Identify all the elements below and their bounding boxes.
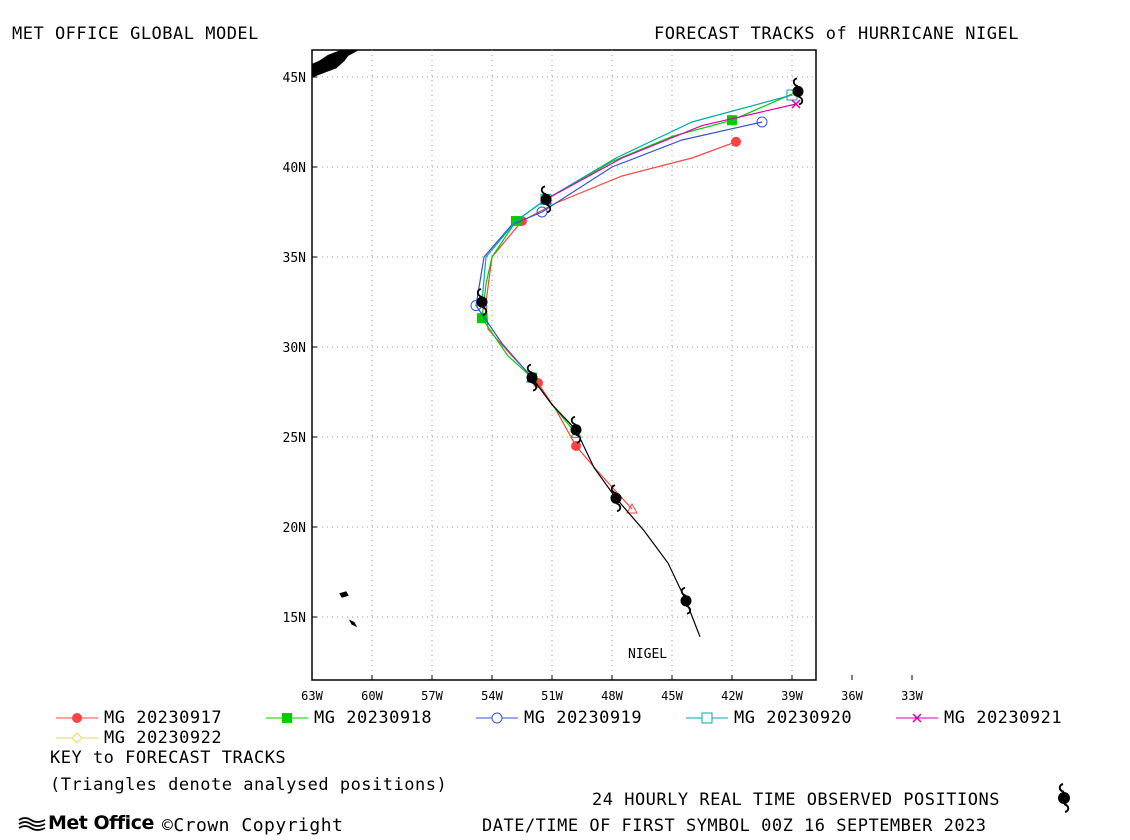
hurricane-eye <box>680 595 692 607</box>
lon-tick-label: 33W <box>901 689 923 703</box>
coastline <box>312 50 359 628</box>
legend-label: MG 20230922 <box>104 728 223 748</box>
hurricane-arm <box>685 604 692 615</box>
hurricane-icon <box>570 415 582 444</box>
legend-label: MG 20230920 <box>734 708 853 728</box>
hurricane-arm <box>545 203 552 214</box>
land-mass <box>339 591 349 598</box>
observed-positions-note: 24 HOURLY REAL TIME OBSERVED POSITIONS <box>592 790 1000 810</box>
analysed-position-triangle <box>626 502 638 514</box>
lon-tick-label: 60W <box>361 689 383 703</box>
storm-label: NIGEL <box>628 647 667 662</box>
legend-item-20230920: MG 20230920 <box>686 708 852 728</box>
lat-tick-label: 40N <box>283 161 306 176</box>
legend-marker-magenta-x <box>896 713 938 723</box>
lon-tick-label: 57W <box>421 689 443 703</box>
met-office-wave-icon <box>18 816 46 831</box>
lon-tick-label: 39W <box>781 689 803 703</box>
hurricane-icon <box>610 484 622 513</box>
met-office-logo: Met Office <box>18 812 154 834</box>
hurricane-eye <box>610 492 622 504</box>
forecast-marker <box>731 136 741 147</box>
legend-item-20230918: MG 20230918 <box>266 708 432 728</box>
hurricane-arm <box>531 381 538 392</box>
hurricane-eye <box>540 193 552 205</box>
forecast-marker <box>791 99 801 109</box>
hurricane-arm <box>792 77 799 88</box>
lat-tick-label: 30N <box>283 341 306 356</box>
legend-marker-cyan-square <box>686 712 728 724</box>
lat-lon-grid <box>312 50 816 680</box>
lat-tick-label: 20N <box>283 521 306 536</box>
map-frame <box>311 49 817 681</box>
hurricane-arm <box>570 415 577 426</box>
hurricane-arm <box>615 502 622 513</box>
forecast-marker <box>756 116 768 128</box>
hurricane-symbol-icon <box>1058 783 1070 813</box>
legend-item-20230922: MG 20230922 <box>56 728 222 748</box>
legend-label: MG 20230917 <box>104 708 223 728</box>
hurricane-icon <box>476 288 488 316</box>
crown-copyright: ©Crown Copyright <box>162 815 344 836</box>
brand-name: Met Office <box>48 812 154 834</box>
hurricane-arm <box>481 306 488 316</box>
lon-tick-label: 45W <box>661 689 683 703</box>
observed-track <box>476 77 804 638</box>
hurricane-eye <box>792 85 804 97</box>
hurricane-arm <box>610 484 617 495</box>
legend-item-20230917: MG 20230917 <box>56 708 222 728</box>
legend-item-20230919: MG 20230919 <box>476 708 642 728</box>
hurricane-icon <box>526 363 538 392</box>
lat-tick-label: 35N <box>283 251 306 266</box>
hurricane-eye <box>476 296 488 308</box>
lon-tick-label: 36W <box>841 689 863 703</box>
legend-label: MG 20230918 <box>314 708 433 728</box>
lat-tick-label: 45N <box>283 71 306 86</box>
lon-tick-label: 63W <box>301 689 323 703</box>
right-title: FORECAST TRACKS of HURRICANE NIGEL <box>654 24 1019 44</box>
forecast-track-line <box>475 121 763 378</box>
legend-label: MG 20230921 <box>944 708 1063 728</box>
land-mass <box>312 50 359 78</box>
lon-tick-label: 54W <box>481 689 503 703</box>
lon-tick-label: 48W <box>601 689 623 703</box>
hurricane-arm <box>526 363 533 374</box>
hurricane-arm <box>680 586 687 597</box>
forecast-track-line <box>545 103 797 200</box>
hurricane-eye <box>526 372 538 384</box>
hurricane-arm <box>575 433 582 444</box>
lon-tick-label: 51W <box>541 689 563 703</box>
hurricane-icon <box>792 77 804 106</box>
legend-label: MG 20230919 <box>524 708 643 728</box>
legend-marker-red-circle <box>56 713 98 723</box>
first-symbol-datetime: DATE/TIME OF FIRST SYMBOL 00Z 16 SEPTEMB… <box>482 816 987 836</box>
hurricane-arm <box>476 288 483 298</box>
hurricane-icon <box>540 185 552 214</box>
key-note: (Triangles denote analysed positions) <box>50 775 448 795</box>
hurricane-icon <box>680 586 692 615</box>
lat-tick-label: 15N <box>283 611 306 626</box>
hurricane-eye <box>570 424 582 436</box>
forecast-marker <box>571 441 581 451</box>
legend-marker-green-square <box>266 713 308 723</box>
legend-marker-yellow-diamond <box>56 732 98 744</box>
legend-item-20230921: MG 20230921 <box>896 708 1062 728</box>
legend-marker-blue-circle <box>476 712 518 724</box>
lat-tick-label: 25N <box>283 431 306 446</box>
key-title: KEY to FORECAST TRACKS <box>50 748 287 768</box>
left-title: MET OFFICE GLOBAL MODEL <box>12 24 259 44</box>
forecast-marker <box>727 115 737 126</box>
hurricane-arm <box>540 185 547 196</box>
land-mass <box>348 619 358 628</box>
lon-tick-label: 42W <box>721 689 743 703</box>
hurricane-arm <box>797 95 804 106</box>
forecast-marker <box>477 313 487 324</box>
axis-labels: 45N 40N 35N 30N 25N 20N 15N 63W 60W 57W 54W 51W 48W 4… <box>283 71 924 703</box>
